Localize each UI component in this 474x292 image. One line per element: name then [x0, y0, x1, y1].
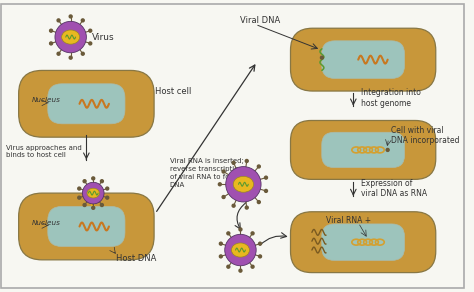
Text: Host DNA: Host DNA: [116, 254, 156, 263]
Circle shape: [50, 42, 53, 45]
Circle shape: [226, 167, 261, 202]
Circle shape: [100, 180, 103, 183]
Circle shape: [69, 56, 72, 59]
Text: Virus approaches and
binds to host cell: Virus approaches and binds to host cell: [6, 145, 82, 158]
Circle shape: [259, 255, 262, 258]
Circle shape: [92, 206, 95, 209]
Text: Viral RNA is inserted;
reverse transcription
of viral RNA to form
DNA: Viral RNA is inserted; reverse transcrip…: [170, 158, 244, 188]
FancyBboxPatch shape: [322, 224, 404, 260]
Circle shape: [83, 204, 86, 206]
Text: Cell with viral
DNA incorporated: Cell with viral DNA incorporated: [391, 126, 459, 145]
Circle shape: [69, 15, 72, 18]
Circle shape: [227, 265, 230, 268]
FancyBboxPatch shape: [322, 41, 404, 79]
Circle shape: [219, 255, 222, 258]
FancyBboxPatch shape: [291, 28, 436, 91]
Circle shape: [82, 182, 104, 204]
Circle shape: [57, 52, 60, 55]
Circle shape: [89, 42, 92, 45]
Circle shape: [257, 201, 260, 204]
Text: Nucleus: Nucleus: [31, 97, 60, 103]
Circle shape: [106, 196, 109, 199]
Text: Expression of
viral DNA as RNA: Expression of viral DNA as RNA: [361, 178, 427, 198]
FancyBboxPatch shape: [48, 84, 125, 124]
Circle shape: [222, 196, 225, 199]
Circle shape: [78, 196, 81, 199]
Text: Nucleus: Nucleus: [31, 220, 60, 225]
Circle shape: [78, 187, 81, 190]
Circle shape: [239, 228, 242, 231]
Ellipse shape: [233, 176, 254, 192]
Circle shape: [82, 19, 84, 22]
Circle shape: [225, 234, 256, 266]
FancyBboxPatch shape: [48, 206, 125, 246]
Circle shape: [227, 232, 230, 235]
Circle shape: [259, 242, 262, 245]
Circle shape: [100, 204, 103, 206]
Circle shape: [320, 56, 323, 59]
Circle shape: [92, 177, 95, 180]
Circle shape: [55, 21, 86, 53]
Circle shape: [219, 183, 221, 186]
Text: Virus: Virus: [92, 33, 115, 41]
Circle shape: [251, 265, 254, 268]
Circle shape: [232, 204, 235, 207]
Text: Viral RNA +: Viral RNA +: [326, 216, 371, 225]
Circle shape: [264, 176, 267, 179]
Circle shape: [264, 190, 267, 192]
FancyBboxPatch shape: [291, 212, 436, 273]
FancyBboxPatch shape: [18, 70, 154, 137]
Ellipse shape: [62, 30, 80, 44]
Circle shape: [219, 242, 222, 245]
Circle shape: [82, 52, 84, 55]
Circle shape: [251, 232, 254, 235]
FancyBboxPatch shape: [322, 132, 404, 168]
Circle shape: [57, 19, 60, 22]
FancyBboxPatch shape: [18, 193, 154, 260]
Ellipse shape: [87, 188, 100, 198]
Text: Viral DNA: Viral DNA: [240, 16, 281, 25]
Ellipse shape: [231, 243, 249, 257]
Circle shape: [232, 161, 235, 164]
Circle shape: [222, 170, 225, 173]
FancyBboxPatch shape: [291, 121, 436, 179]
Circle shape: [83, 180, 86, 183]
Circle shape: [245, 206, 248, 209]
Circle shape: [239, 269, 242, 272]
Text: Host cell: Host cell: [155, 86, 191, 95]
Circle shape: [106, 187, 109, 190]
Circle shape: [257, 165, 260, 168]
Text: Integration into
host genome: Integration into host genome: [361, 88, 421, 108]
Circle shape: [89, 29, 92, 32]
Circle shape: [245, 159, 248, 162]
Circle shape: [386, 148, 389, 151]
Circle shape: [50, 29, 53, 32]
